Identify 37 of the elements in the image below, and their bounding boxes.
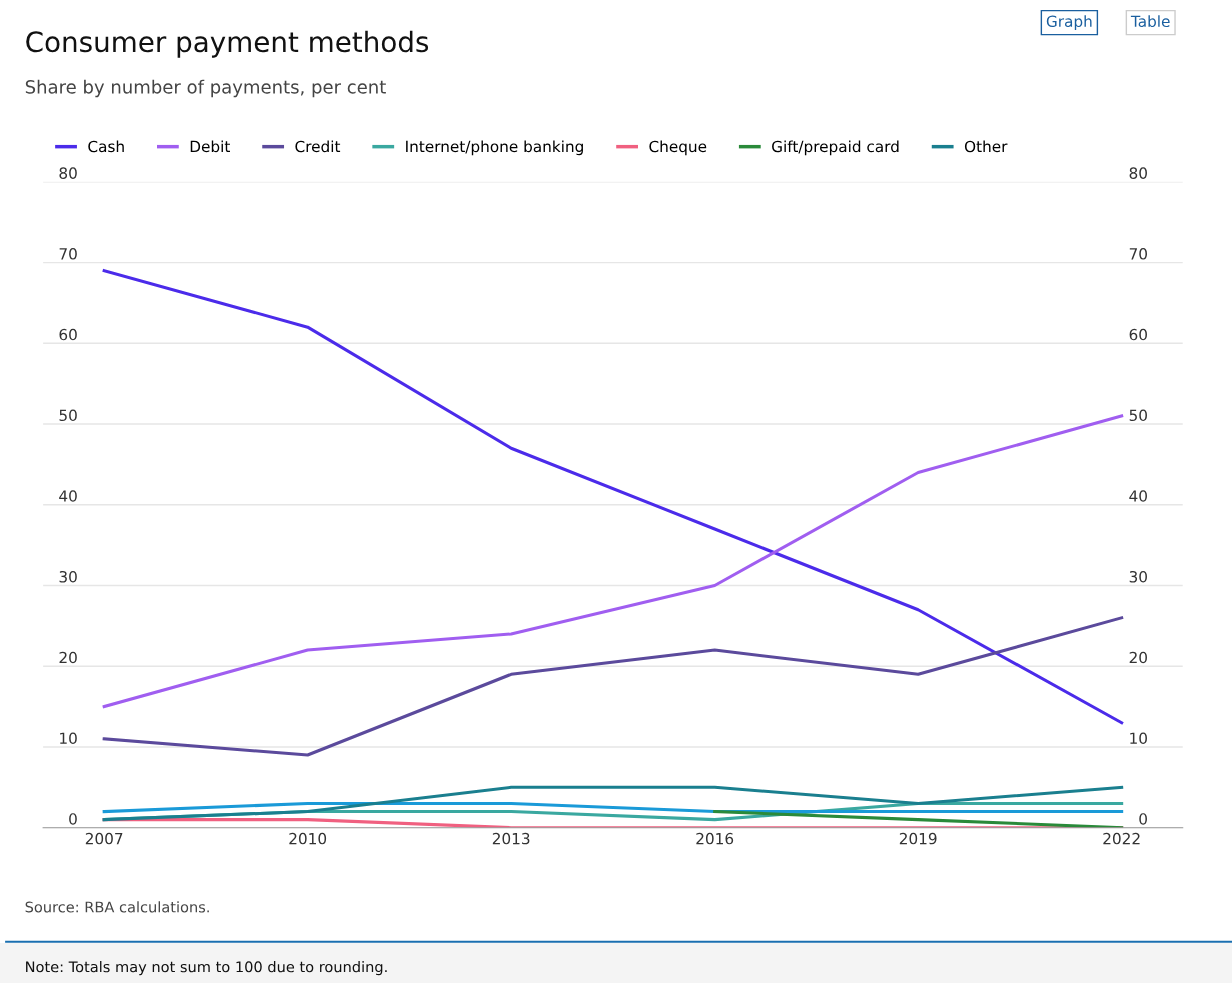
x-tick-label: 2007 xyxy=(85,832,123,845)
y2-tick-label: 10 xyxy=(1130,732,1147,744)
y2-tick-label: 50 xyxy=(1129,409,1147,422)
y-tick-label: 40 xyxy=(59,490,77,502)
x-tick-label: 2013 xyxy=(492,832,530,845)
chart-title: Consumer payment methods xyxy=(26,30,429,58)
y-tick-label: 60 xyxy=(59,328,77,341)
x-tick-label: 2016 xyxy=(696,832,734,845)
source-note: Source: RBA calculations. xyxy=(25,901,209,913)
legend-label: Other xyxy=(964,140,1008,153)
x-tick-label: 2010 xyxy=(289,832,327,845)
y-tick-label: 20 xyxy=(59,651,77,664)
y-tick-label: 10 xyxy=(60,732,77,744)
y2-tick-label: 70 xyxy=(1129,248,1147,260)
text: Table xyxy=(1130,15,1170,28)
y-tick-label: 50 xyxy=(59,409,77,422)
legend-label: Cash xyxy=(88,140,124,153)
legend-label: Cheque xyxy=(649,140,707,156)
y2-tick-label: 60 xyxy=(1129,328,1147,341)
x-tick-label: 2022 xyxy=(1103,832,1140,845)
legend-label: Internet/phone banking xyxy=(406,140,583,156)
y-tick-label: 80 xyxy=(59,167,77,179)
text: Note: Totals may not sum to 100 due to rounding. xyxy=(26,961,387,976)
legend-label: Gift/prepaid card xyxy=(772,140,899,156)
y-tick-label: 70 xyxy=(59,248,77,260)
text: Graph xyxy=(1046,15,1092,30)
legend-label: Debit xyxy=(190,140,230,153)
y2-tick-label: 0 xyxy=(1139,813,1147,825)
chart-subtitle: Share by number of payments, per cent xyxy=(25,79,386,98)
y2-tick-label: 30 xyxy=(1129,570,1147,583)
x-tick-label: 2019 xyxy=(899,832,937,845)
y2-tick-label: 40 xyxy=(1129,490,1147,502)
y-tick-label: 0 xyxy=(69,813,77,825)
legend-label: Credit xyxy=(295,140,341,153)
y2-tick-label: 20 xyxy=(1129,651,1147,664)
y-tick-label: 30 xyxy=(59,570,77,583)
y2-tick-label: 80 xyxy=(1129,167,1147,179)
